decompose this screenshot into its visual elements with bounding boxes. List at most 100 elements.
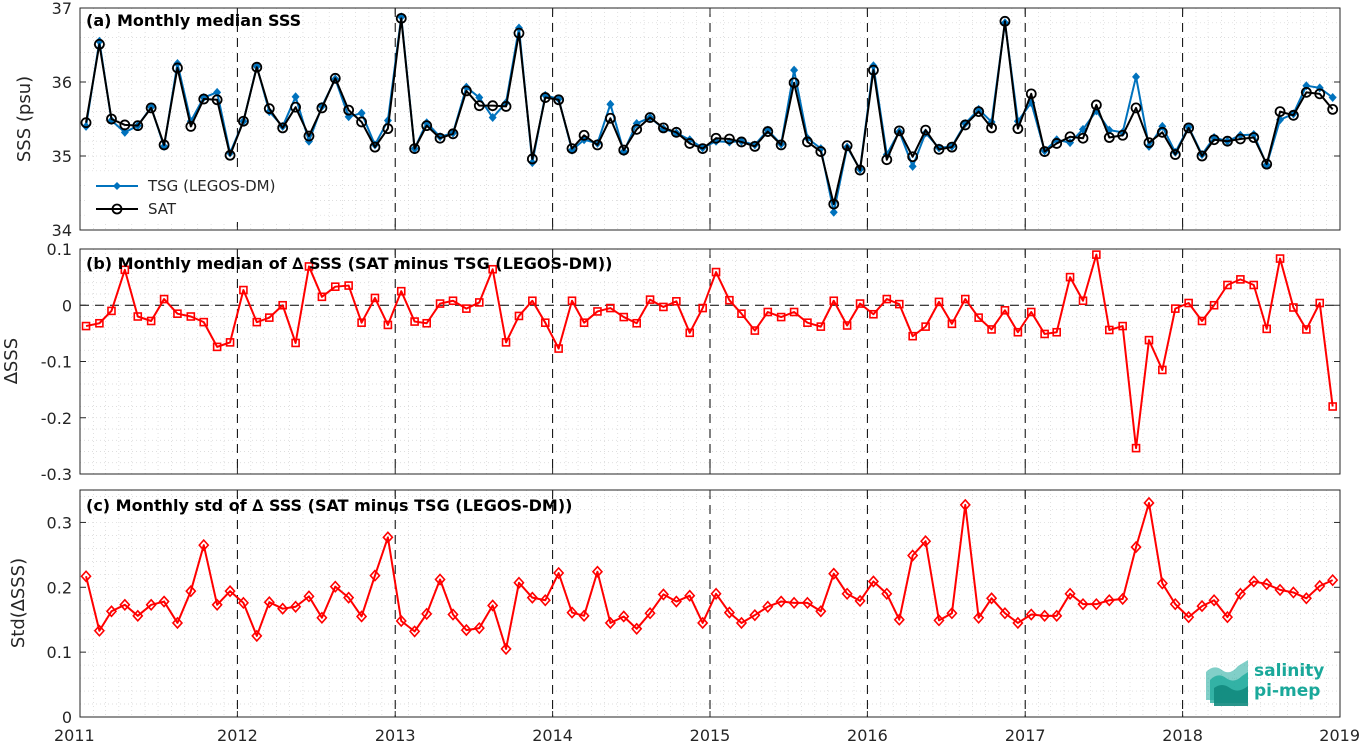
data-point [251,61,263,73]
data-point [526,591,538,604]
data-point [145,598,157,611]
data-point [657,588,670,601]
data-point [1118,321,1127,331]
data-point [815,146,827,157]
data-point [1170,304,1180,313]
data-point [291,92,300,102]
data-point [303,590,315,603]
data-point [1143,137,1155,149]
data-point [513,576,525,589]
data-point [1013,327,1023,337]
data-point [501,338,511,347]
data-point [946,607,958,620]
data-point [1012,616,1024,630]
data-point [383,320,393,330]
data-point [1314,579,1326,593]
data-point [987,325,996,334]
data-point [1328,402,1337,411]
data-point [933,143,945,155]
data-point [711,267,721,277]
data-point [1158,365,1167,375]
data-point [146,316,156,326]
data-point [631,622,643,635]
data-point [553,94,565,106]
data-point [1300,86,1312,98]
data-point [947,319,957,329]
data-point [578,609,590,623]
data-point [1065,272,1075,282]
data-point [592,139,603,151]
data-point [946,141,958,153]
data-point [410,317,419,326]
data-point [513,27,525,39]
data-point [158,595,170,608]
y-tick-label: 0 [62,708,72,727]
data-point [475,298,484,307]
data-point [239,285,248,295]
data-point [447,128,459,140]
data-point [80,117,92,129]
data-point [762,126,774,137]
data-point [316,102,328,114]
data-point [789,307,799,317]
data-point [959,498,971,512]
panel-a-title: (a) Monthly median SSS [86,11,301,30]
data-point [749,608,761,622]
data-point [500,101,512,112]
legend-tsg-label: TSG (LEGOS-DM) [147,177,275,195]
data-point [1025,608,1037,621]
data-point [959,119,971,131]
data-point [316,611,328,624]
data-point [855,299,865,308]
data-point [815,605,827,618]
data-point [370,293,380,303]
data-point [132,609,144,623]
data-point [1196,150,1208,162]
data-point [829,207,838,217]
panel-c-y-ticks: 0 0.1 0.2 0.3 [47,490,1341,727]
y-tick-label: -0.2 [41,409,72,428]
data-point [907,549,919,562]
data-point [868,64,879,76]
data-point [788,596,800,610]
data-point [658,122,669,134]
data-point [448,296,458,306]
data-point [1288,109,1299,121]
data-point [1327,573,1339,587]
data-point [644,607,656,620]
data-point [344,281,353,290]
data-point [1051,609,1063,623]
data-point [1274,583,1286,597]
data-point [869,309,878,319]
data-point [213,87,222,97]
data-point [159,294,169,304]
data-point [460,85,472,97]
data-point [644,112,656,123]
data-point [422,118,431,128]
data-point [528,296,537,306]
data-point [567,296,577,306]
data-point [841,587,853,600]
data-point [225,338,235,347]
data-point [539,92,551,103]
data-point [1117,129,1129,141]
data-point [893,613,905,626]
data-point [1289,303,1298,312]
data-point [554,344,563,353]
data-point [80,570,92,583]
data-point [1300,592,1312,605]
data-point [343,591,355,604]
logo-line-1: salinity [1254,661,1324,681]
data-point [434,132,446,144]
data-point [158,139,170,151]
data-point [1132,72,1141,82]
data-point [1000,306,1010,315]
panel-a-y-ticks: 34 35 36 37 [52,0,1341,240]
data-point [854,164,866,176]
y-tick-label: 0.3 [47,513,72,532]
data-point [119,119,131,131]
data-point [1314,88,1326,100]
panel-a-monthly-median-sss: 34 35 36 37 (a) Monthly median SSS SSS (psu… [14,0,1341,240]
series-line-series-1 [85,253,1334,450]
data-point [395,12,407,24]
